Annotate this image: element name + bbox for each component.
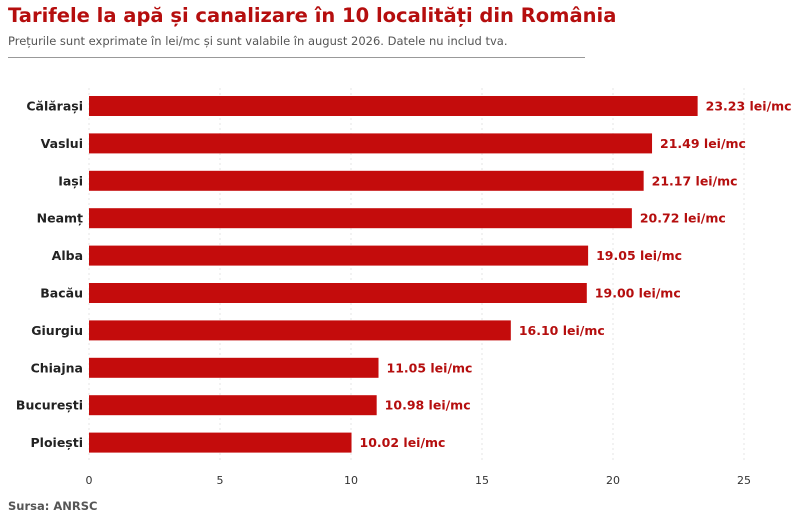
bar	[89, 283, 587, 303]
x-tick-label: 20	[606, 474, 620, 487]
bar	[89, 133, 653, 154]
bar	[89, 320, 511, 341]
chart-title: Tarifele la apă și canalizare în 10 loca…	[8, 4, 617, 27]
category-label: Călărași	[26, 99, 83, 114]
category-label: Vaslui	[41, 136, 83, 151]
category-label: București	[16, 398, 83, 413]
header-divider	[8, 57, 585, 58]
category-label: Giurgiu	[31, 323, 83, 338]
value-label: 21.49 lei/mc	[660, 136, 746, 151]
x-tick-label: 25	[737, 474, 751, 487]
x-tick-label: 10	[344, 474, 358, 487]
value-label: 11.05 lei/mc	[387, 360, 473, 375]
value-label: 10.02 lei/mc	[360, 435, 446, 450]
chart-subtitle: Prețurile sunt exprimate în lei/mc și su…	[8, 34, 508, 48]
x-tick-label: 0	[86, 474, 93, 487]
value-label: 20.72 lei/mc	[640, 211, 726, 226]
bar	[89, 208, 632, 229]
category-label: Iași	[58, 173, 83, 188]
bar	[89, 96, 698, 116]
category-label: Chiajna	[31, 360, 83, 375]
value-label: 10.98 lei/mc	[385, 398, 471, 413]
value-label: 19.05 lei/mc	[596, 248, 682, 263]
value-label: 21.17 lei/mc	[652, 173, 738, 188]
bar	[89, 245, 589, 266]
category-label: Bacău	[40, 286, 83, 301]
value-label: 23.23 lei/mc	[706, 99, 792, 114]
value-label: 19.00 lei/mc	[595, 286, 681, 301]
bar	[89, 432, 352, 453]
x-tick-label: 5	[217, 474, 224, 487]
value-label: 16.10 lei/mc	[519, 323, 605, 338]
category-label: Ploiești	[31, 435, 84, 450]
chart-source: Sursa: ANRSC	[8, 499, 98, 513]
category-label: Neamț	[37, 211, 83, 226]
category-label: Alba	[52, 248, 83, 263]
bar	[89, 170, 644, 191]
bar	[89, 357, 379, 378]
x-tick-label: 15	[475, 474, 489, 487]
bar	[89, 395, 377, 416]
